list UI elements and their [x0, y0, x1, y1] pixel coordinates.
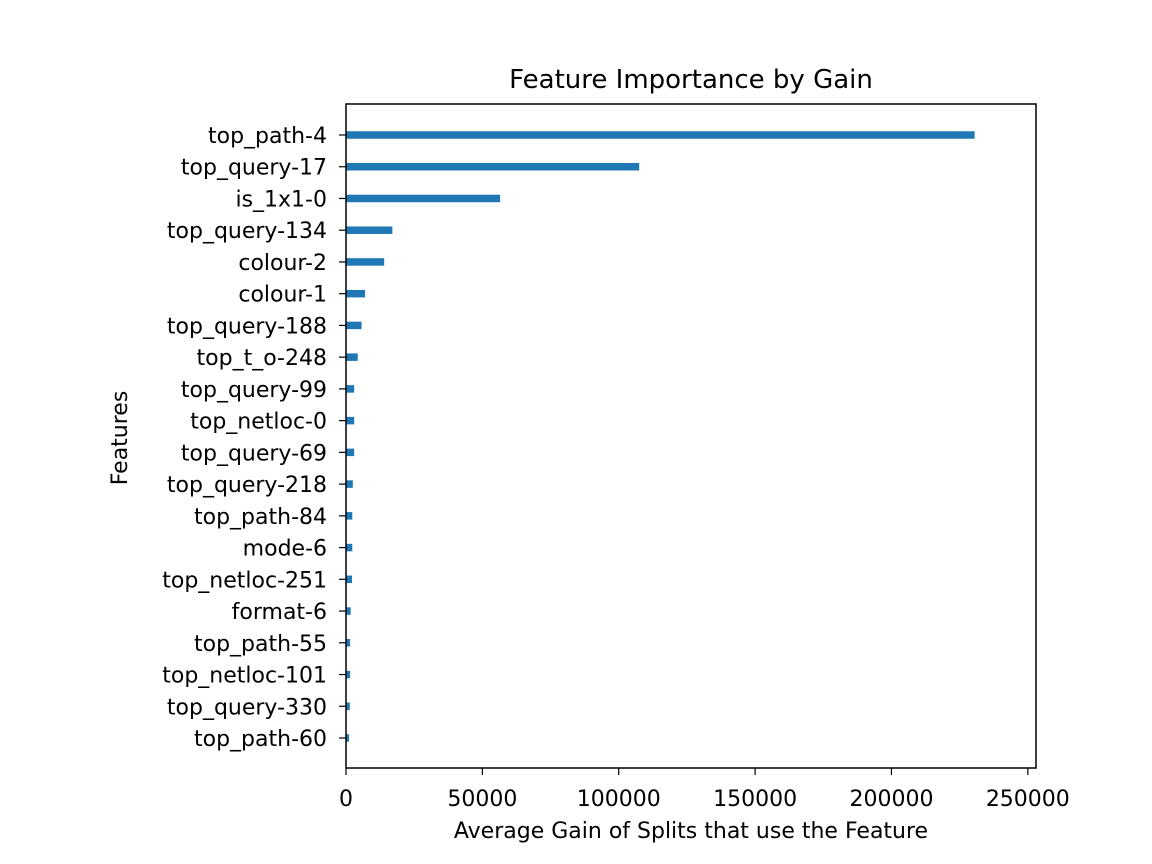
plot-frame	[345, 103, 1037, 769]
y-tick-label: top_query-69	[181, 441, 327, 466]
bar-top_query-69	[346, 448, 355, 457]
x-tick-label: 150000	[713, 787, 797, 812]
y-tick-label: top_netloc-0	[190, 410, 327, 435]
y-tick-label: mode-6	[243, 537, 327, 562]
bar-top_netloc-0	[346, 416, 355, 425]
chart-title: Feature Importance by Gain	[509, 65, 873, 95]
bar-mode-6	[346, 543, 353, 552]
bar-top_query-330	[346, 702, 350, 711]
bar-top_path-84	[346, 512, 353, 520]
x-tick-label: 250000	[986, 787, 1070, 812]
y-tick-label: top_query-330	[167, 695, 327, 720]
bar-top_query-218	[346, 480, 353, 488]
y-tick-label: top_query-188	[167, 314, 327, 339]
y-axis-label: Features	[108, 391, 133, 486]
bar-colour-2	[346, 258, 385, 266]
bar-top_path-55	[346, 639, 351, 647]
y-ticks-group: top_path-4 top_query-17 is_1x1-0 top_query-…	[162, 124, 346, 752]
y-tick-label: top_path-55	[194, 632, 327, 657]
y-tick-label: top_path-84	[194, 505, 327, 530]
y-tick-label: top_path-4	[208, 124, 327, 149]
bar-top_path-60	[346, 734, 349, 742]
bar-is_1x1-0	[346, 194, 501, 203]
y-tick-label: colour-2	[238, 251, 327, 276]
x-tick-label: 0	[339, 787, 353, 812]
y-tick-label: top_netloc-251	[162, 568, 327, 593]
y-tick-label: top_netloc-101	[162, 664, 327, 689]
y-tick-label: top_query-134	[167, 219, 327, 244]
x-ticks-group: 0 50000 100000 150000 200000 250000	[339, 768, 1070, 812]
y-tick-label: top_path-60	[194, 727, 327, 752]
y-tick-label: format-6	[232, 600, 327, 625]
bar-top_query-99	[346, 385, 355, 393]
y-tick-label: is_1x1-0	[235, 187, 327, 212]
bar-colour-1	[346, 289, 366, 298]
y-tick-label: top_query-99	[181, 378, 327, 403]
x-axis-label: Average Gain of Splits that use the Feat…	[454, 819, 928, 844]
bar-top_query-17	[346, 162, 640, 171]
y-tick-label: colour-1	[238, 283, 327, 308]
bar-top_t_o-248	[346, 353, 358, 361]
bar-format-6	[346, 607, 351, 615]
x-tick-label: 100000	[577, 787, 661, 812]
bars-group	[346, 131, 975, 742]
bar-top_netloc-101	[346, 670, 351, 679]
bar-top_path-4	[346, 131, 975, 139]
bar-top_netloc-251	[346, 575, 352, 584]
y-tick-label: top_query-218	[167, 473, 327, 498]
x-tick-label: 200000	[849, 787, 933, 812]
y-tick-label: top_query-17	[181, 156, 327, 181]
y-tick-label: top_t_o-248	[197, 346, 327, 371]
bar-top_query-134	[346, 226, 393, 234]
bar-top_query-188	[346, 321, 362, 330]
x-tick-label: 50000	[447, 787, 517, 812]
